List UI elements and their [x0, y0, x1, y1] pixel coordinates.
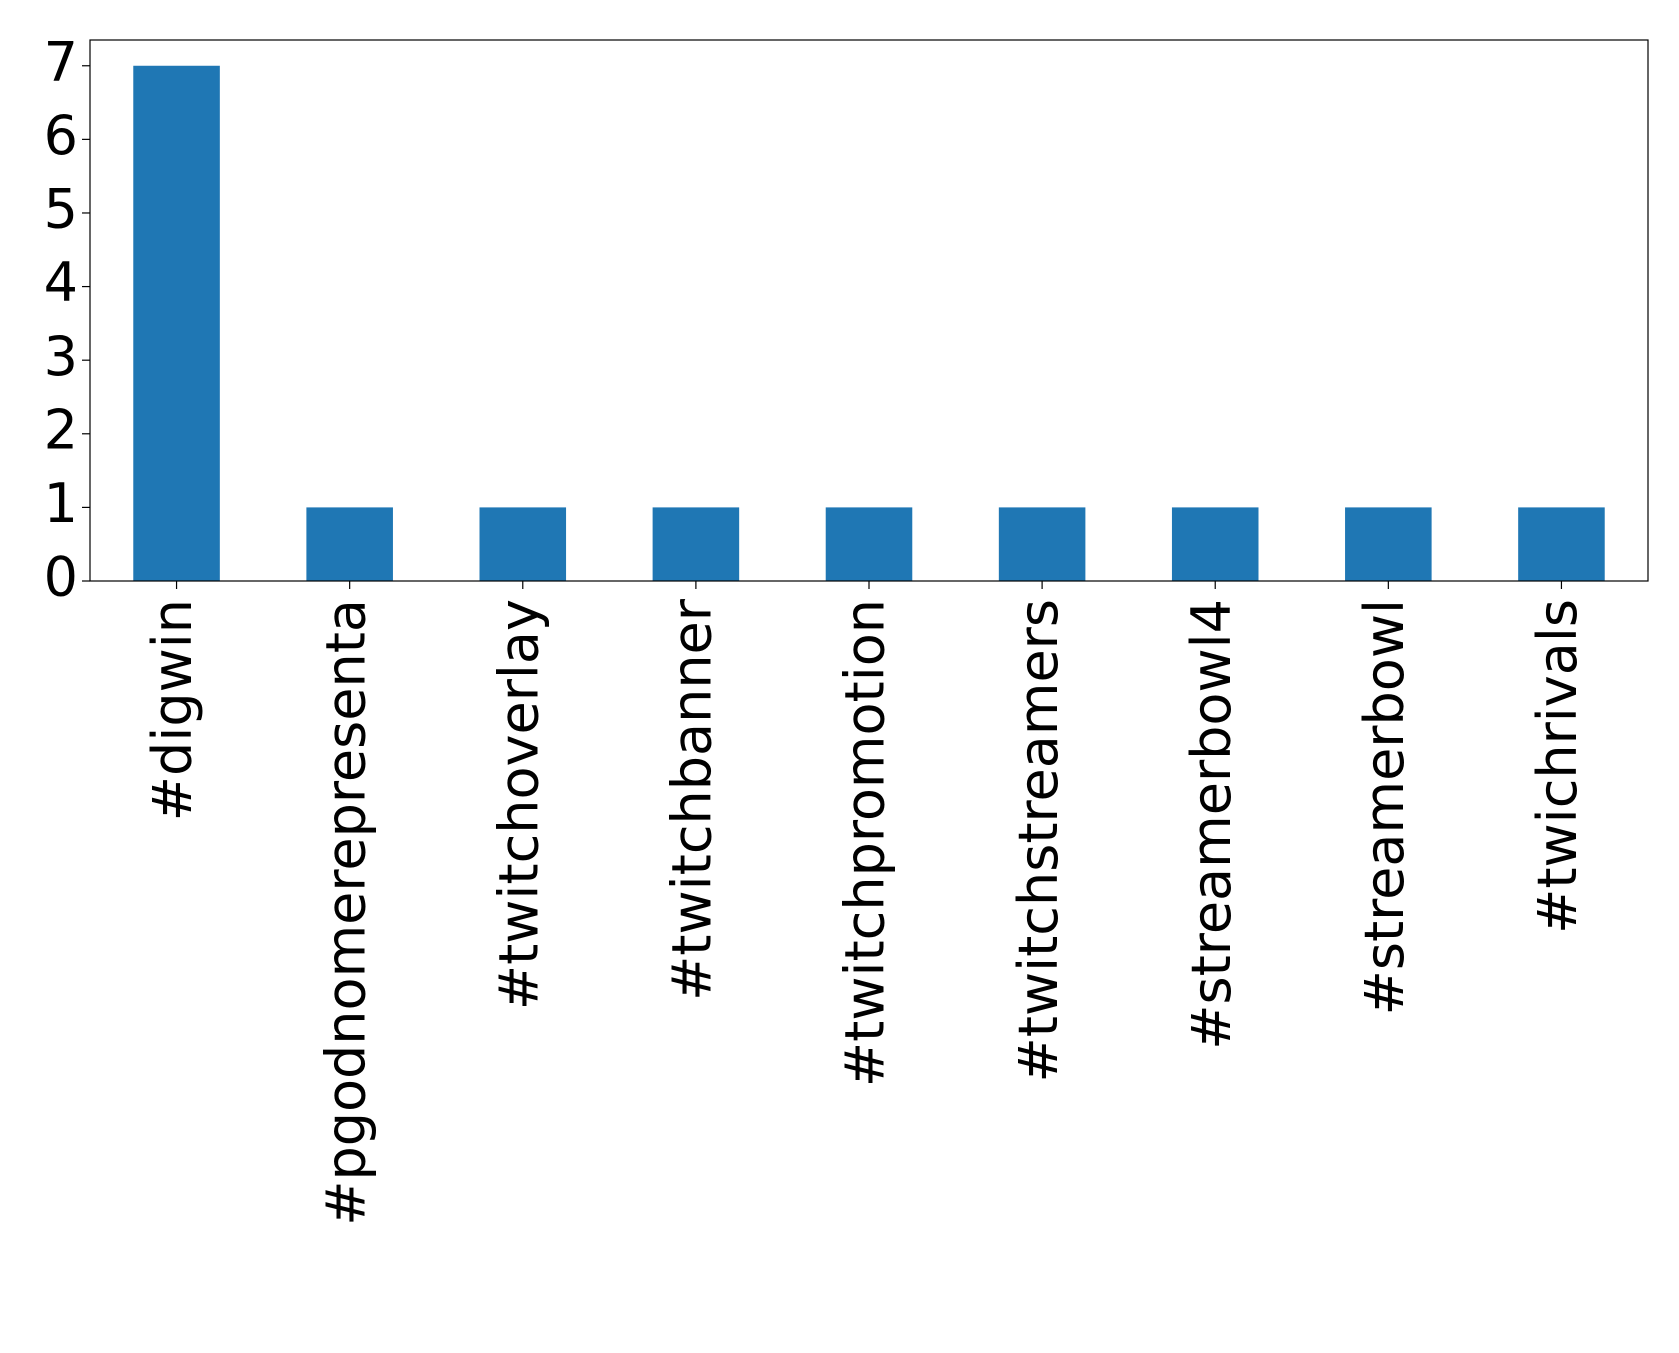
x-tick-label: #twitchoverlay	[487, 599, 550, 1010]
y-tick-label: 2	[44, 398, 78, 461]
y-tick-label: 7	[44, 30, 78, 93]
x-tick-label: #streamerbowl4	[1180, 599, 1243, 1050]
bar	[306, 507, 393, 581]
bar	[998, 507, 1086, 581]
y-tick-label: 5	[44, 178, 78, 241]
y-tick-label: 1	[44, 472, 78, 535]
bar	[1171, 507, 1259, 581]
bar	[652, 507, 740, 581]
x-tick-label: #twitchbanner	[661, 598, 724, 1001]
y-tick-label: 0	[44, 546, 78, 609]
y-tick-label: 3	[44, 325, 78, 388]
x-tick-label: #pgodnomerepresenta	[314, 599, 377, 1226]
x-tick-label: #twitchstreamers	[1007, 599, 1070, 1082]
bar	[1345, 507, 1432, 581]
x-tick-label: #twitchpromotion	[834, 599, 897, 1087]
y-tick-label: 6	[44, 104, 78, 167]
bar	[1518, 507, 1605, 581]
x-tick-label: #digwin	[141, 599, 204, 821]
x-tick-label: #streamerbowl	[1353, 599, 1416, 1015]
plot-frame	[89, 39, 1649, 582]
bar	[479, 507, 567, 581]
x-tick-label: #twichrivals	[1526, 599, 1589, 934]
y-tick-label: 4	[44, 251, 78, 314]
bar	[133, 65, 220, 581]
bar	[825, 507, 913, 581]
